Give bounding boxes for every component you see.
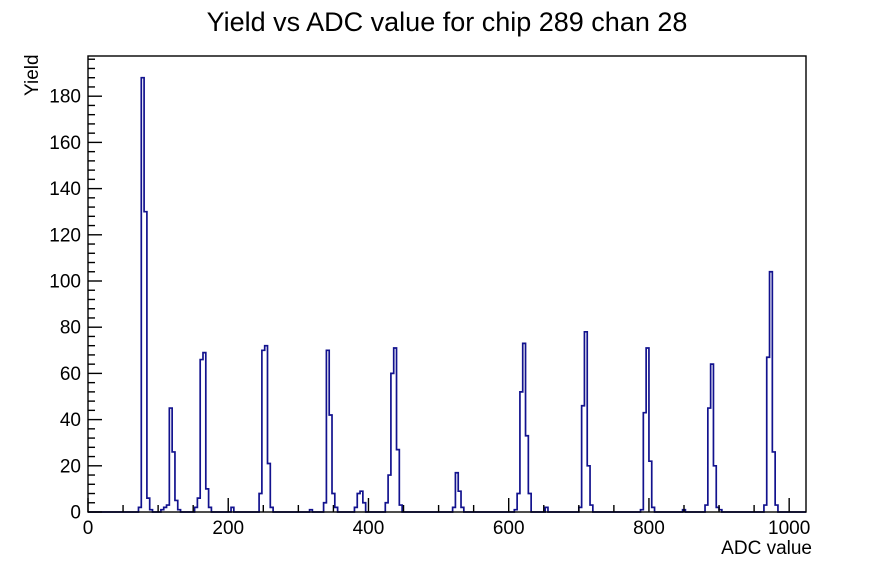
y-tick-label: 180 (49, 87, 81, 108)
x-tick-label: 600 (493, 518, 525, 539)
histogram-series (88, 76, 806, 513)
x-tick-label: 800 (633, 518, 665, 539)
y-tick-label: 100 (49, 272, 81, 293)
chart-title: Yield vs ADC value for chip 289 chan 28 (207, 7, 688, 37)
y-tick-labels: 0 20 40 60 80 100 120 140 160 180 (49, 87, 81, 524)
axis-ticks (87, 58, 790, 513)
x-tick-label: 0 (83, 518, 94, 539)
plot-frame (87, 55, 807, 513)
x-axis-title: ADC value (721, 538, 812, 559)
x-tick-label: 200 (212, 518, 244, 539)
y-tick-label: 60 (60, 364, 81, 385)
x-tick-labels: 0 200 400 600 800 1000 (83, 518, 811, 539)
y-tick-label: 80 (60, 318, 81, 339)
x-tick-label: 400 (353, 518, 385, 539)
y-tick-label: 120 (49, 225, 81, 246)
y-tick-label: 20 (60, 456, 81, 477)
y-tick-label: 140 (49, 179, 81, 200)
x-tick-label: 1000 (768, 518, 810, 539)
y-tick-label: 0 (70, 503, 81, 524)
y-tick-label: 160 (49, 133, 81, 154)
y-tick-label: 40 (60, 410, 81, 431)
y-axis-title: Yield (22, 54, 43, 96)
histogram-outline (88, 76, 806, 513)
